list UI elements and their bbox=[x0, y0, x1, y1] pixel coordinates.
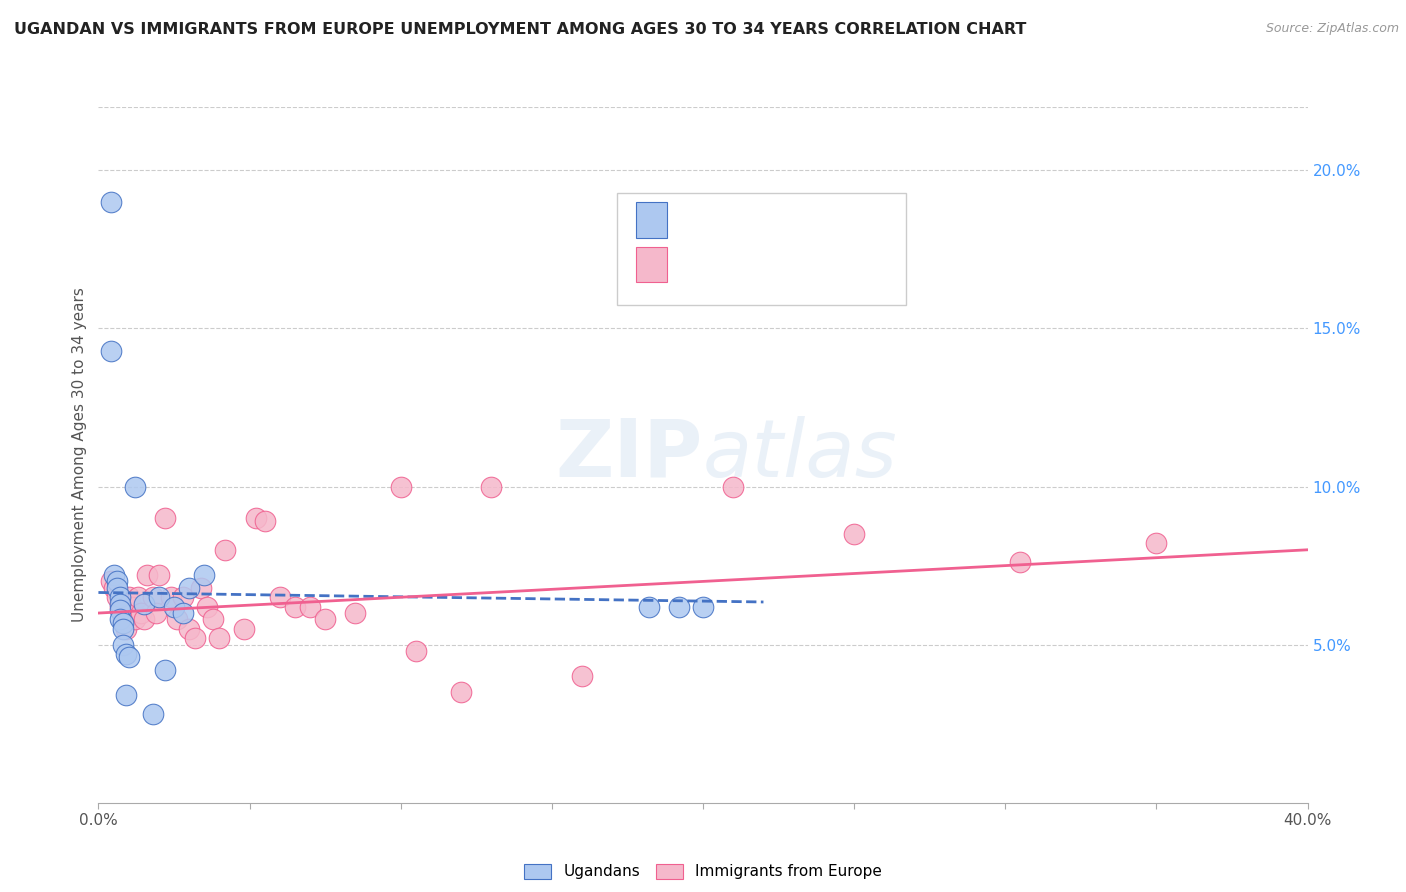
Point bbox=[389, 479, 412, 493]
Point bbox=[723, 479, 745, 493]
Point bbox=[145, 606, 167, 620]
Point bbox=[111, 622, 134, 636]
Point bbox=[108, 612, 131, 626]
Point bbox=[111, 638, 134, 652]
Point bbox=[299, 599, 322, 614]
Point bbox=[232, 622, 254, 636]
Point bbox=[1144, 536, 1167, 550]
Point bbox=[108, 597, 131, 611]
Text: 27: 27 bbox=[811, 211, 835, 228]
Point bbox=[193, 568, 215, 582]
Point bbox=[344, 606, 367, 620]
Point bbox=[172, 606, 194, 620]
Point bbox=[121, 599, 143, 614]
Legend: Ugandans, Immigrants from Europe: Ugandans, Immigrants from Europe bbox=[517, 857, 889, 886]
Point bbox=[111, 615, 134, 630]
Point bbox=[118, 650, 141, 665]
Point bbox=[100, 194, 122, 209]
Text: Source: ZipAtlas.com: Source: ZipAtlas.com bbox=[1265, 22, 1399, 36]
Text: UGANDAN VS IMMIGRANTS FROM EUROPE UNEMPLOYMENT AMONG AGES 30 TO 34 YEARS CORRELA: UGANDAN VS IMMIGRANTS FROM EUROPE UNEMPL… bbox=[14, 22, 1026, 37]
Point bbox=[284, 599, 307, 614]
Point bbox=[105, 591, 128, 605]
Point bbox=[637, 599, 659, 614]
Point bbox=[114, 622, 136, 636]
Point bbox=[114, 688, 136, 702]
Point bbox=[103, 568, 125, 582]
Point bbox=[450, 685, 472, 699]
Point bbox=[214, 542, 236, 557]
Point bbox=[100, 343, 122, 358]
Point bbox=[179, 581, 201, 595]
Point bbox=[142, 591, 165, 605]
Point bbox=[127, 591, 149, 605]
Point bbox=[132, 612, 155, 626]
Point bbox=[105, 574, 128, 589]
Point bbox=[314, 612, 336, 626]
Point bbox=[269, 591, 291, 605]
Point bbox=[692, 599, 714, 614]
Point bbox=[124, 479, 146, 493]
Point bbox=[179, 622, 201, 636]
Text: -0.011: -0.011 bbox=[713, 211, 772, 228]
Point bbox=[245, 511, 267, 525]
Point bbox=[103, 581, 125, 595]
Point bbox=[124, 612, 146, 626]
Point bbox=[105, 581, 128, 595]
Point bbox=[153, 663, 176, 677]
Point bbox=[481, 479, 503, 493]
Point bbox=[166, 612, 188, 626]
Text: 0.207: 0.207 bbox=[713, 255, 766, 273]
Point bbox=[1010, 556, 1032, 570]
Point bbox=[108, 599, 131, 614]
Point bbox=[132, 597, 155, 611]
Point bbox=[111, 612, 134, 626]
Point bbox=[153, 511, 176, 525]
Point bbox=[195, 599, 218, 614]
Text: N =: N = bbox=[773, 211, 821, 228]
Point bbox=[100, 574, 122, 589]
Text: atlas: atlas bbox=[703, 416, 898, 494]
Point bbox=[142, 707, 165, 722]
Point bbox=[253, 514, 276, 528]
Point bbox=[108, 603, 131, 617]
Point bbox=[844, 527, 866, 541]
Point bbox=[160, 591, 183, 605]
Point bbox=[571, 669, 593, 683]
Text: R =: R = bbox=[678, 255, 714, 273]
Point bbox=[202, 612, 225, 626]
Point bbox=[184, 632, 207, 646]
Y-axis label: Unemployment Among Ages 30 to 34 years: Unemployment Among Ages 30 to 34 years bbox=[72, 287, 87, 623]
Point bbox=[668, 599, 690, 614]
Point bbox=[163, 599, 186, 614]
Point bbox=[405, 644, 427, 658]
Point bbox=[129, 606, 152, 620]
Point bbox=[118, 591, 141, 605]
Point bbox=[208, 632, 231, 646]
Point bbox=[148, 591, 170, 605]
Point bbox=[190, 581, 212, 595]
Point bbox=[135, 568, 157, 582]
Point bbox=[148, 568, 170, 582]
Text: 44: 44 bbox=[811, 255, 835, 273]
Point bbox=[108, 591, 131, 605]
Point bbox=[172, 591, 194, 605]
Text: R =: R = bbox=[678, 211, 714, 228]
Text: N =: N = bbox=[773, 255, 821, 273]
Text: ZIP: ZIP bbox=[555, 416, 703, 494]
Point bbox=[114, 647, 136, 661]
